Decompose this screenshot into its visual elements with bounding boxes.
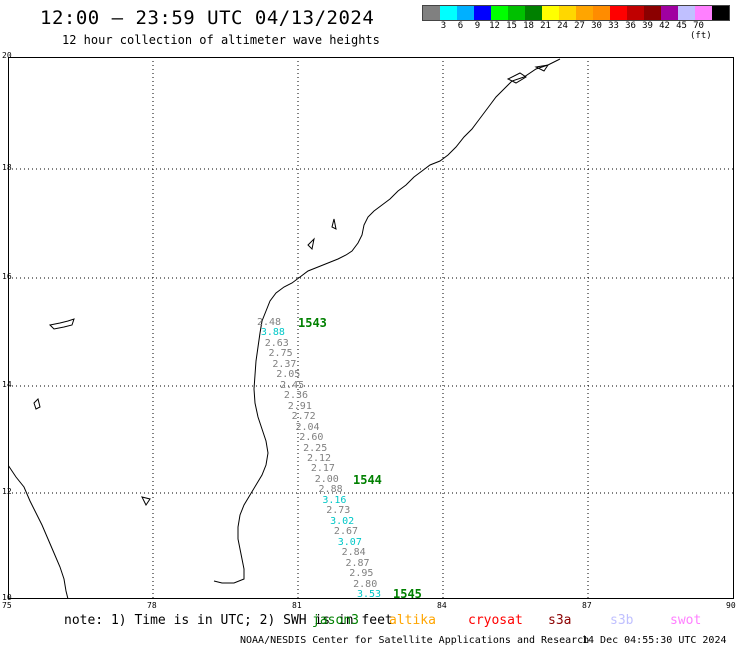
y-tick-label: 20 xyxy=(2,51,12,60)
island-south xyxy=(141,496,151,506)
colorbar-swatch xyxy=(542,6,559,20)
colorbar-swatch xyxy=(695,6,712,20)
colorbar-label: 3 xyxy=(440,21,447,31)
swh-value: 3.53 xyxy=(357,589,382,600)
colorbar-swatch xyxy=(525,6,542,20)
swh-value: 3.88 xyxy=(260,327,285,339)
swh-value: 2.91 xyxy=(287,400,312,412)
colorbar-swatch xyxy=(491,6,508,20)
satellite-legend-item: altika xyxy=(389,613,436,628)
y-tick-label: 14 xyxy=(2,380,12,389)
graticule xyxy=(8,57,734,599)
swh-value: 2.05 xyxy=(276,369,301,381)
island-small xyxy=(33,398,41,410)
swh-value: 2.37 xyxy=(272,358,297,370)
colorbar-swatch xyxy=(559,6,576,20)
pass-label: 1543 xyxy=(298,316,327,330)
colorbar-label: 36 xyxy=(625,21,636,31)
y-tick-label: 12 xyxy=(2,487,12,496)
swh-value: 2.84 xyxy=(341,547,366,559)
pass-label: 1545 xyxy=(393,587,422,601)
colorbar-swatch xyxy=(627,6,644,20)
map-title: 12:00 – 23:59 UTC 04/13/2024 xyxy=(40,7,375,29)
map-subtitle: 12 hour collection of altimeter wave hei… xyxy=(62,33,380,47)
x-tick-label: 90 xyxy=(726,601,736,610)
map-plot: 75 78 81 84 87 90 20 18 16 14 12 10 2.48 3.88 2.63 2.7… xyxy=(2,51,736,610)
colorbar-swatch xyxy=(474,6,491,20)
island-andaman xyxy=(48,318,75,330)
colorbar-swatch xyxy=(508,6,525,20)
swh-value: 2.95 xyxy=(349,568,374,580)
footer-note: note: 1) Time is in UTC; 2) SWH is in fe… xyxy=(64,613,393,628)
swh-value: 2.48 xyxy=(257,317,282,328)
swh-value: 3.02 xyxy=(330,515,355,527)
swh-value: 2.75 xyxy=(268,348,293,360)
colorbar-label: 15 xyxy=(506,21,517,31)
colorbar-label: 6 xyxy=(457,21,464,31)
footer-timestamp: 14 Dec 04:55:30 UTC 2024 xyxy=(582,635,727,646)
colorbar-label: 12 xyxy=(489,21,500,31)
island-mid xyxy=(307,218,337,251)
swh-value: 2.88 xyxy=(318,484,343,496)
colorbar-swatch xyxy=(576,6,593,20)
colorbar-label: 70 (ft) xyxy=(690,21,712,41)
colorbar-label: 33 xyxy=(608,21,619,31)
colorbar-label: 9 xyxy=(474,21,481,31)
swh-value: 2.25 xyxy=(303,442,328,454)
map-frame xyxy=(8,57,734,599)
swh-value: 2.04 xyxy=(295,421,320,433)
satellite-legend-item: s3b xyxy=(610,613,634,628)
satellite-legend-item: cryosat xyxy=(468,613,523,628)
swh-value: 3.07 xyxy=(337,536,362,548)
swh-value: 2.72 xyxy=(291,411,316,423)
y-tick-label: 16 xyxy=(2,272,12,281)
satellite-legend-item: swot xyxy=(670,613,702,628)
map-svg xyxy=(7,57,734,600)
pass-label: 1544 xyxy=(353,473,382,487)
swh-value: 3.16 xyxy=(322,494,347,506)
swh-value: 2.00 xyxy=(314,473,339,485)
y-tick-label: 18 xyxy=(2,163,12,172)
colorbar-swatch xyxy=(440,6,457,20)
swh-value: 2.17 xyxy=(310,463,335,475)
colorbar-swatch xyxy=(644,6,661,20)
island-ne xyxy=(506,64,550,84)
x-tick-label: 81 xyxy=(292,601,302,610)
swh-value: 2.12 xyxy=(307,453,332,464)
x-tick-label: 84 xyxy=(437,601,447,610)
colorbar-label: 24 xyxy=(557,21,568,31)
satellite-legend-item: jason3 xyxy=(312,613,359,628)
colorbar-label: 27 xyxy=(574,21,585,31)
colorbar-swatch xyxy=(678,6,695,20)
swh-value: 2.80 xyxy=(353,578,378,590)
colorbar-label: 39 xyxy=(642,21,653,31)
footer-credit: NOAA/NESDIS Center for Satellite Applica… xyxy=(240,635,590,646)
satellite-legend-item: s3a xyxy=(548,613,572,628)
x-tick-label: 75 xyxy=(2,601,12,610)
swh-value: 2.60 xyxy=(299,432,324,444)
x-tick-label: 87 xyxy=(582,601,592,610)
y-tick-label: 10 xyxy=(2,593,12,602)
colorbar-label: 18 xyxy=(523,21,534,31)
colorbar-label: 45 xyxy=(676,21,687,31)
colorbar-swatch xyxy=(610,6,627,20)
colorbar-swatch xyxy=(661,6,678,20)
wave-height-colorbar xyxy=(422,5,730,21)
colorbar-label: 30 xyxy=(591,21,602,31)
swh-value: 2.67 xyxy=(333,526,359,538)
swh-value: 2.63 xyxy=(264,337,289,349)
swh-value: 2.36 xyxy=(283,390,309,402)
colorbar-swatch xyxy=(457,6,474,20)
swh-value: 2.45 xyxy=(280,379,305,391)
x-tick-label: 78 xyxy=(147,601,157,610)
coastline-india xyxy=(213,58,561,584)
colorbar-label: 42 xyxy=(659,21,670,31)
swh-value: 2.87 xyxy=(345,557,370,569)
swh-value: 2.73 xyxy=(326,505,351,517)
coastline-sri-lanka xyxy=(7,464,69,600)
colorbar-swatch xyxy=(593,6,610,20)
colorbar-label: 21 xyxy=(540,21,551,31)
colorbar-swatch xyxy=(712,6,729,20)
colorbar-swatch xyxy=(423,6,440,20)
